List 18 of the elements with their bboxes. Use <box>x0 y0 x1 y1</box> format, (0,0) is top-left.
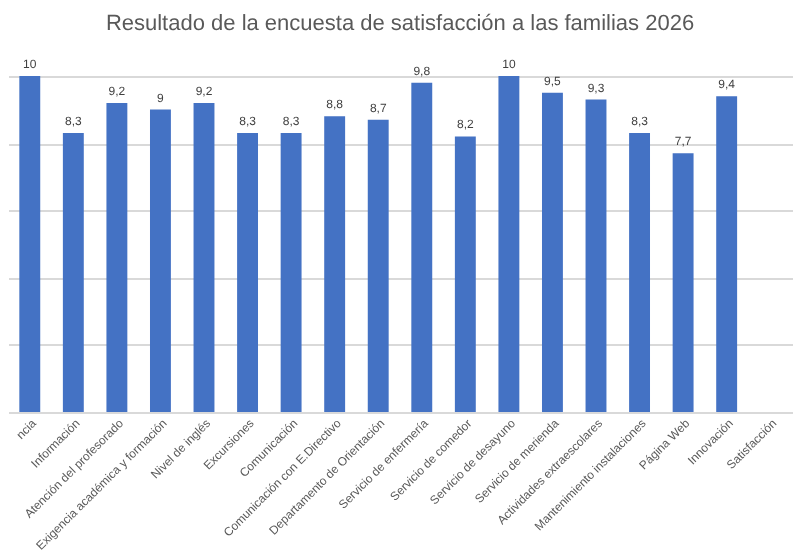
bar <box>541 92 563 412</box>
chart-title: Resultado de la encuesta de satisfacción a las familias 2026 <box>105 12 695 36</box>
bar <box>280 133 302 412</box>
bar <box>106 102 128 412</box>
bar <box>324 116 346 412</box>
bar <box>672 153 694 412</box>
bar <box>193 102 215 412</box>
bar <box>149 109 171 412</box>
bar <box>19 76 41 412</box>
bar <box>498 76 520 412</box>
bar <box>411 82 433 412</box>
bar <box>585 99 607 412</box>
bar <box>62 133 84 412</box>
bar <box>716 96 738 412</box>
bar <box>454 136 476 412</box>
bar <box>367 119 389 412</box>
bar <box>629 133 651 412</box>
bar <box>237 133 259 412</box>
